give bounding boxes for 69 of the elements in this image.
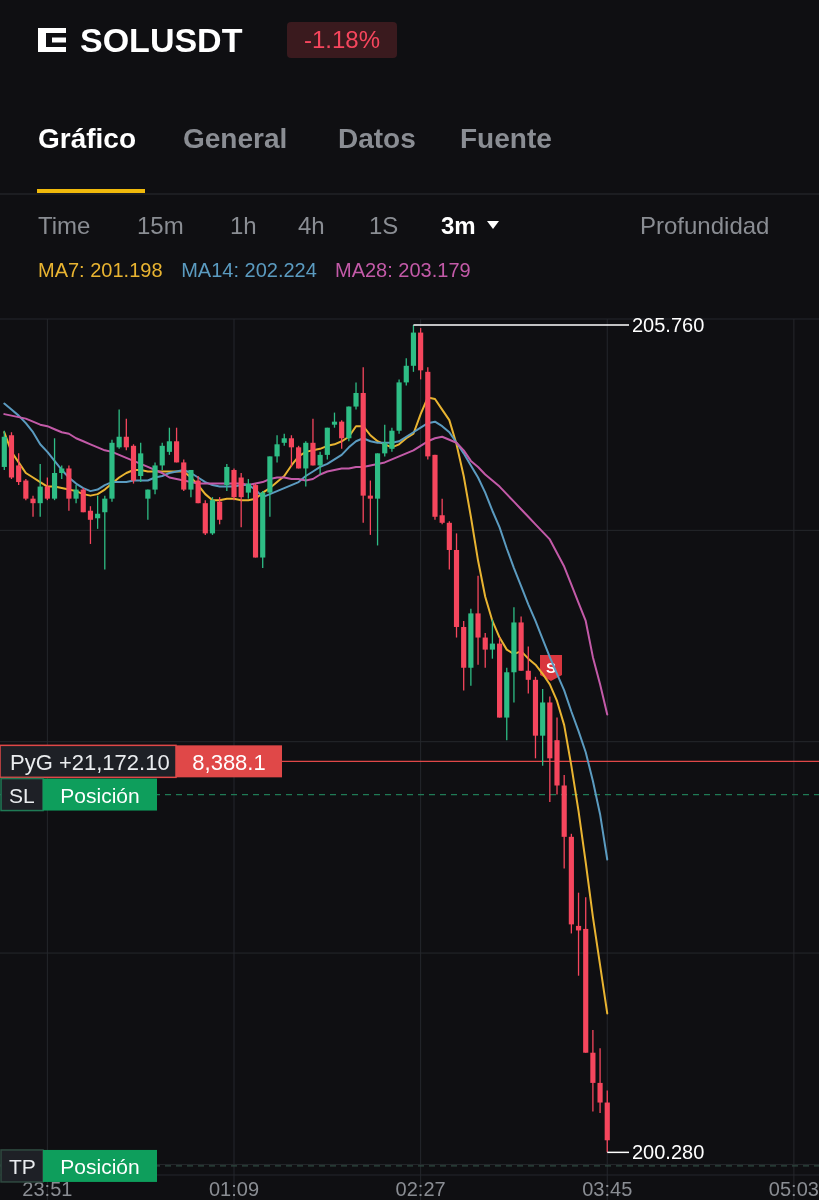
candlestick (23, 478, 29, 501)
candlestick (274, 434, 280, 464)
x-tick-label: 03:45 (582, 1178, 633, 1200)
candlestick (138, 442, 144, 483)
line-series (3, 396, 609, 1015)
annotation: 8,388.1 (192, 750, 266, 776)
candlestick (367, 479, 373, 536)
candlestick (403, 357, 409, 387)
ref-line-label: SL (9, 783, 35, 807)
candlestick (173, 427, 180, 464)
candlestick (145, 488, 151, 521)
candlestick (116, 408, 122, 450)
annotation: Posición (60, 1154, 140, 1178)
line-series (3, 413, 609, 716)
ref-line-label: TP (9, 1154, 36, 1178)
candlestick (44, 476, 50, 501)
candlestick (166, 427, 172, 456)
annotation: Posición (60, 783, 140, 807)
candlestick (195, 475, 201, 504)
candlestick (597, 1047, 603, 1114)
text: Profundidad (640, 212, 770, 239)
candlestick (439, 498, 445, 525)
candlestick (339, 419, 345, 450)
y-tick-label: 205.760 (632, 314, 705, 337)
candlestick (30, 494, 36, 518)
text: MA28: 203.179 (335, 259, 471, 281)
text: 1S (369, 212, 399, 239)
text: Time (38, 212, 91, 239)
candlestick (382, 424, 388, 458)
candlestick (123, 417, 129, 451)
x-tick-label: 05:03 (768, 1178, 819, 1200)
text: 3m (441, 212, 476, 239)
text: Fuente (460, 123, 552, 154)
text: 15m (137, 212, 184, 239)
x-tick-label: 02:27 (395, 1178, 446, 1200)
text: Datos (338, 123, 416, 154)
candlestick (238, 472, 244, 528)
text: Gráfico (38, 123, 137, 154)
candlestick (37, 463, 43, 518)
y-tick-label: 200.280 (632, 1141, 705, 1164)
text: 1h (230, 212, 257, 239)
chart-title: SOLUSDT (80, 21, 243, 59)
candlestick (87, 505, 94, 545)
text: General (183, 123, 288, 154)
candlestick (102, 494, 108, 571)
candlestick (389, 427, 395, 453)
line-series (3, 402, 609, 861)
x-tick-label: 23:51 (22, 1178, 73, 1200)
candlestick (159, 442, 165, 471)
candlestick (317, 451, 323, 476)
candlestick (73, 484, 79, 504)
candlestick (245, 478, 251, 500)
x-tick-label: 01:09 (208, 1178, 260, 1200)
text: MA14: 202.224 (181, 259, 317, 281)
candlestick (525, 645, 531, 695)
candlestick (353, 381, 359, 411)
candlestick (482, 632, 488, 669)
text: -1.18% (303, 26, 381, 53)
candlestick (188, 469, 194, 498)
candlestick (224, 463, 230, 492)
text: MA7: 201.198 (38, 259, 163, 281)
text: 4h (298, 212, 325, 239)
candlestick (489, 618, 495, 660)
candlestick (288, 434, 295, 468)
candlestick (16, 452, 22, 486)
ref-line-label: PyG +21,172.10 (10, 750, 170, 776)
candlestick (217, 496, 223, 525)
candlestick (80, 487, 86, 513)
candlestick (310, 417, 316, 467)
